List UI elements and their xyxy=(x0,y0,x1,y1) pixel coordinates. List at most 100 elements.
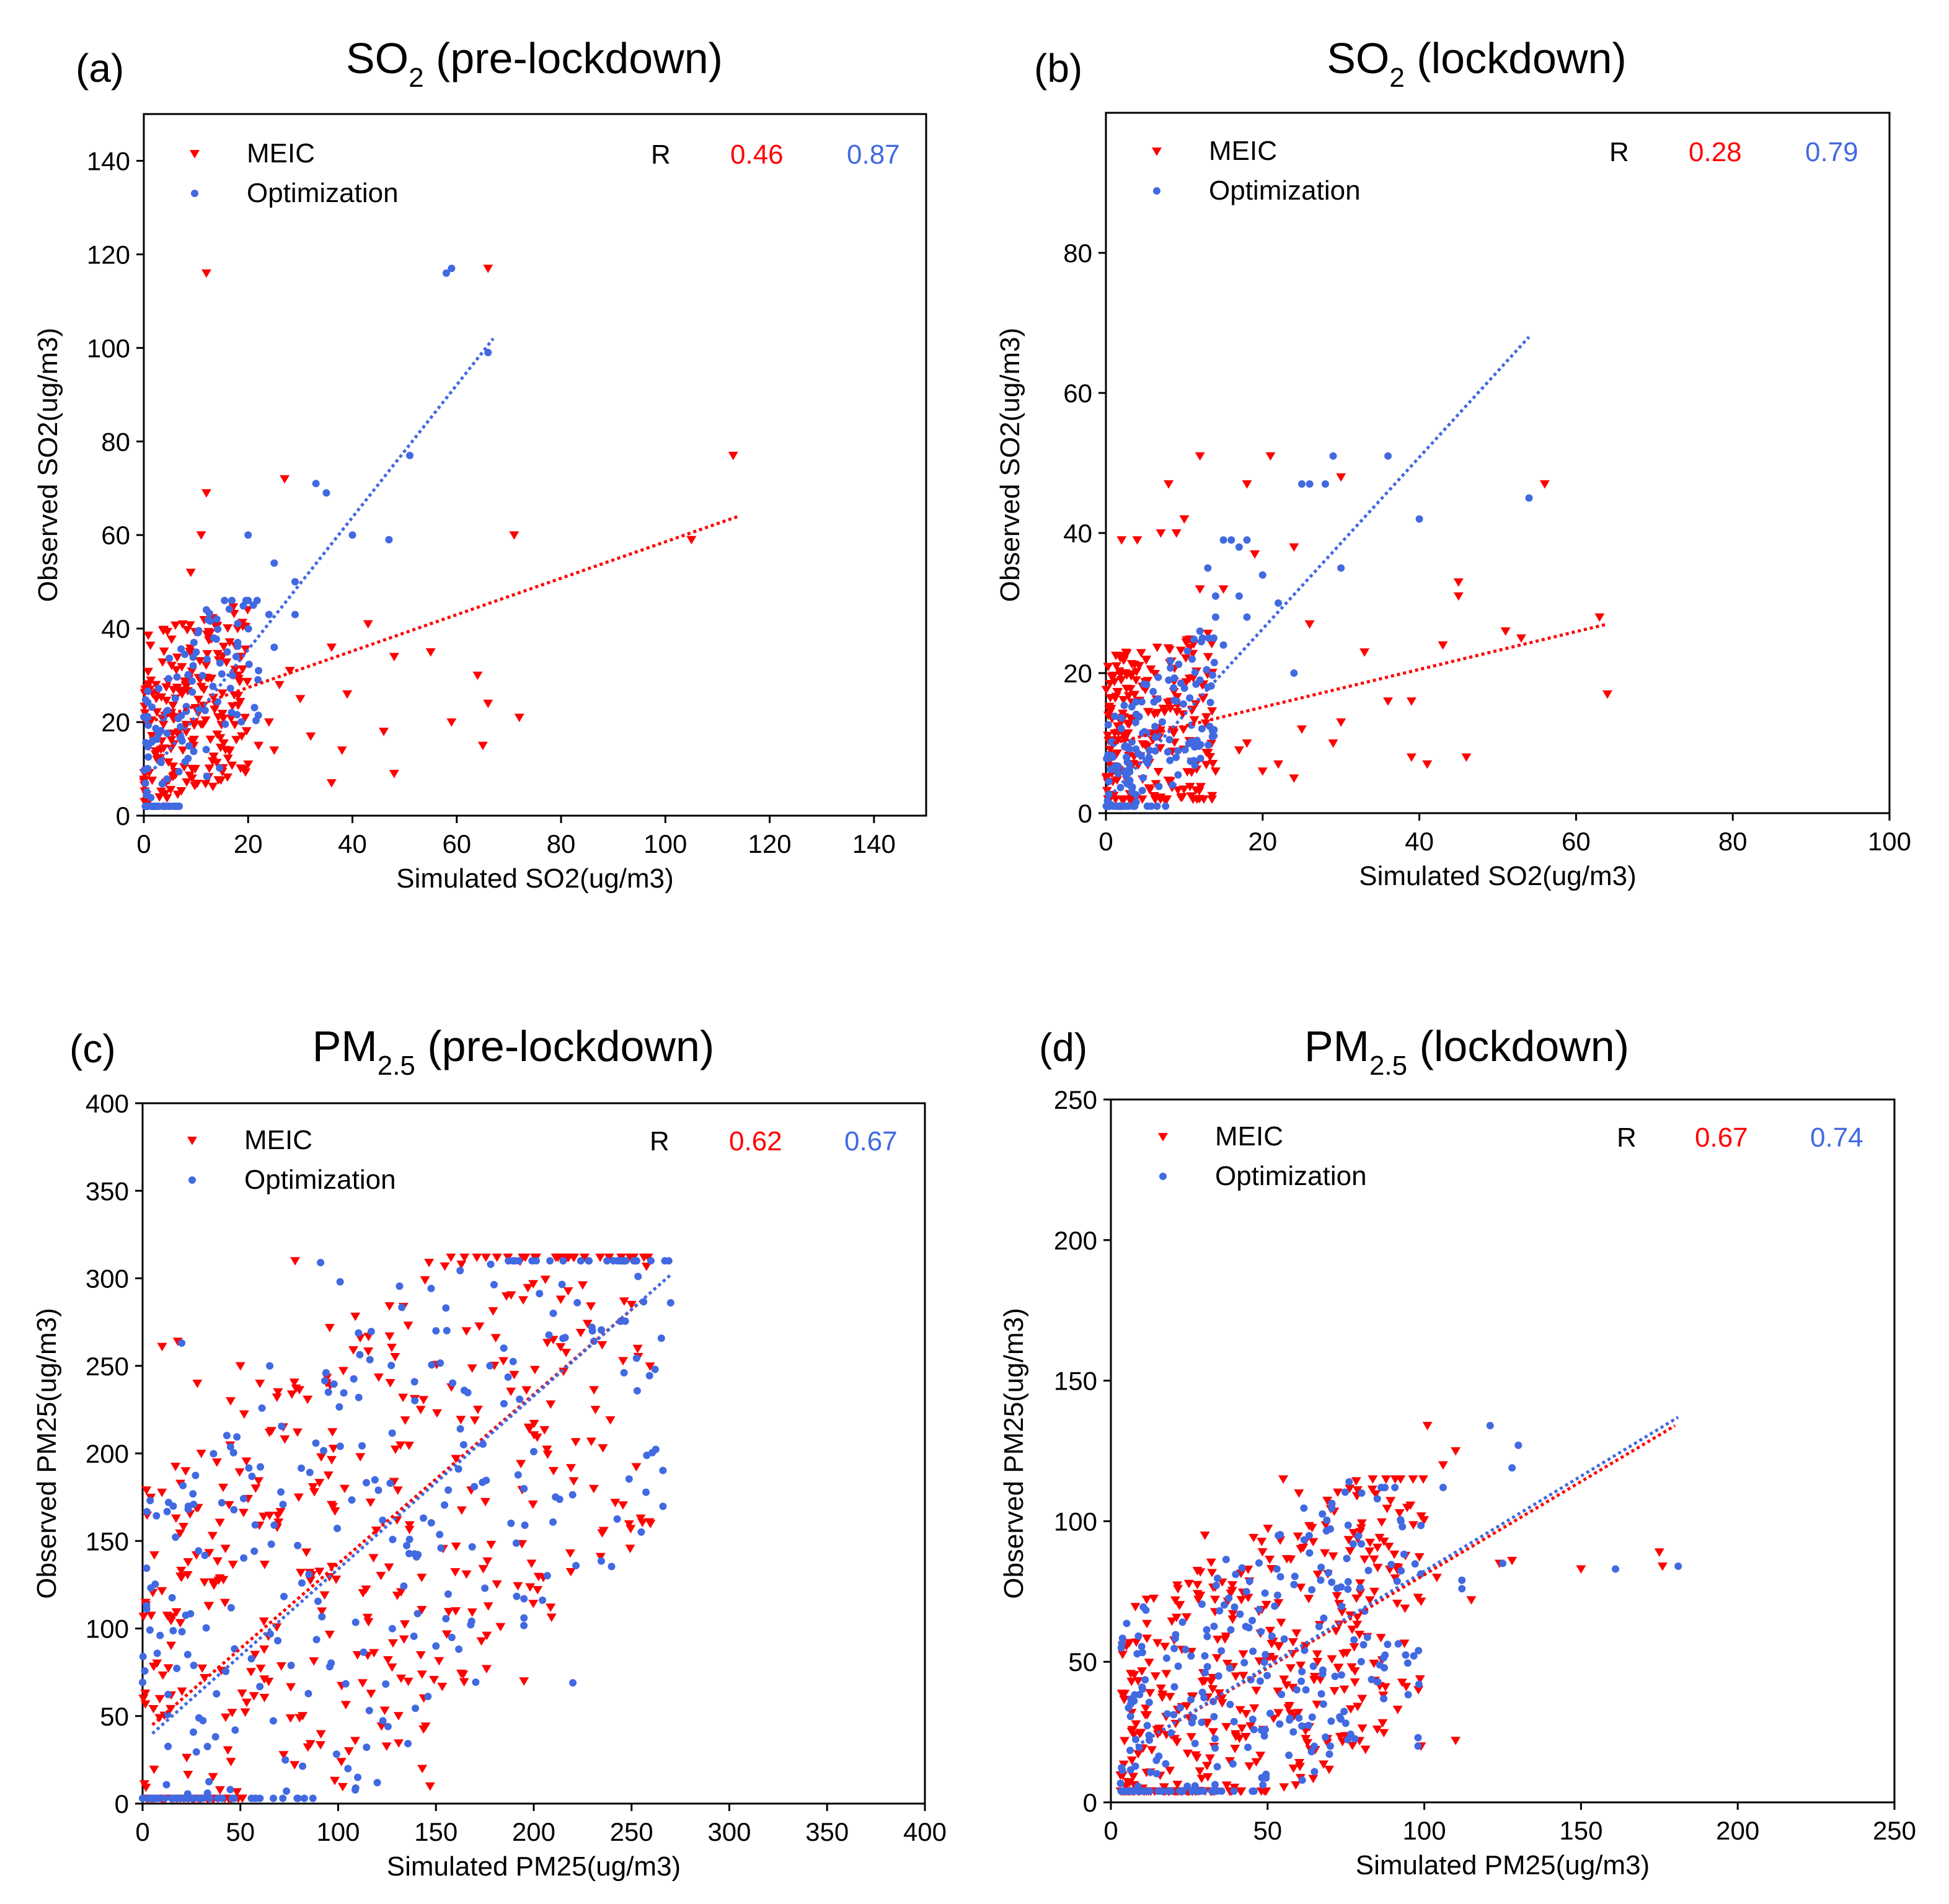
panel-a-meic-point xyxy=(180,681,191,690)
panel-d-meic-point xyxy=(1265,1555,1275,1564)
panel-a-meic-point xyxy=(241,645,251,654)
panel-c-meic-point xyxy=(624,1520,634,1529)
panel-d-meic-point xyxy=(1217,1699,1227,1708)
panel-d-optimization-point xyxy=(1336,1713,1344,1721)
panel-d-optimization-point xyxy=(1230,1717,1238,1726)
panel-c-optimization-point xyxy=(139,1794,147,1802)
panel-d-ytick-label: 50 xyxy=(1068,1647,1097,1677)
panel-a-meic-point xyxy=(201,269,211,278)
panel-a-meic-point xyxy=(686,536,697,545)
panel-b-meic-point xyxy=(1126,659,1137,669)
panel-d-optimization-point xyxy=(1322,1527,1330,1535)
panel-b-ylabel: Observed SO2(ug/m3) xyxy=(995,328,1025,602)
panel-d-meic-point xyxy=(1202,1761,1213,1771)
panel-c-meic-point xyxy=(149,1765,159,1774)
panel-a-meic-point xyxy=(227,702,237,711)
panel-d-optimization-point xyxy=(1458,1576,1466,1584)
panel-d-meic-point xyxy=(1304,1595,1314,1603)
panel-c-meic-point xyxy=(519,1677,529,1686)
panel-c-meic-point xyxy=(404,1521,415,1530)
panel-d-meic-point xyxy=(1368,1475,1378,1484)
panel-c-optimization-point xyxy=(146,1626,154,1634)
panel-a-optimization-point xyxy=(484,348,492,356)
panel-b-meic-point xyxy=(1191,786,1201,795)
panel-b-optimization-point xyxy=(1154,731,1162,739)
panel-c-optimization-point xyxy=(203,1742,211,1750)
panel-c-meic-point xyxy=(456,1260,467,1269)
panel-d-meic-point xyxy=(1221,1632,1231,1641)
panel-c-meic-point xyxy=(338,1367,348,1376)
panel-d-optimization-point xyxy=(1276,1720,1284,1728)
panel-a-optimization-point xyxy=(291,610,299,619)
panel-a-meic-point xyxy=(285,667,295,676)
panel-d-optimization-point xyxy=(1211,1781,1219,1789)
panel-a-optimization-point xyxy=(225,605,233,613)
panel-d-optimization-point xyxy=(1213,1574,1221,1582)
panel-b-meic-point xyxy=(1200,719,1211,728)
panel-d-meic-point xyxy=(1392,1600,1402,1608)
panel-c-optimization-point xyxy=(314,1597,322,1605)
panel-a-meic-point xyxy=(152,708,162,717)
panel-b-meic-point xyxy=(1336,473,1346,482)
panel-d-meic-point xyxy=(1273,1687,1283,1696)
panel-c-meic-point xyxy=(182,1753,192,1763)
panel-b-legend-meic: MEIC xyxy=(1209,136,1277,166)
panel-c-meic-point xyxy=(386,1343,397,1352)
panel-d-meic-point xyxy=(1376,1518,1387,1527)
panel-c-optimization-point xyxy=(153,1649,161,1657)
panel-d-meic-point xyxy=(1157,1693,1167,1703)
panel-d-optimization-point xyxy=(1341,1719,1350,1727)
panel-d-meic-point xyxy=(1372,1726,1382,1734)
panel-d-optimization-point xyxy=(1211,1735,1219,1743)
panel-c-meic-point xyxy=(595,1553,606,1562)
panel-c-meic-point xyxy=(639,1253,649,1263)
panel-a-meic-point xyxy=(168,702,179,710)
panel-d-optimization-point xyxy=(1363,1633,1371,1641)
panel-c-meic-point xyxy=(565,1567,576,1577)
panel-b-optimization-point xyxy=(1131,718,1139,726)
panel-c-optimization-point xyxy=(320,1447,328,1455)
panel-c-optimization-point xyxy=(411,1396,419,1404)
panel-d-meic-point xyxy=(1399,1639,1410,1649)
panel-d-title-suffix: (lockdown) xyxy=(1407,1022,1629,1070)
panel-c-meic-point xyxy=(528,1600,539,1608)
panel-c-optimization-point xyxy=(367,1328,375,1336)
panel-d-stats: R 0.67 0.74 xyxy=(1617,1122,1863,1153)
panel-c-optimization-point xyxy=(266,1362,274,1370)
panel-d-optimization-point xyxy=(1263,1672,1271,1680)
panel-c-meic-point xyxy=(140,1689,151,1698)
panel-c-meic-point xyxy=(597,1341,608,1350)
panel-a-meic-point xyxy=(146,676,156,685)
panel-c-optimization-point xyxy=(152,1512,161,1520)
panel-a-meic-point xyxy=(213,650,223,659)
panel-d-meic-point xyxy=(1150,1672,1160,1681)
panel-a-meic-point xyxy=(211,759,222,767)
panel-c-meic-point xyxy=(546,1603,556,1612)
panel-c-ytick-label: 150 xyxy=(86,1527,129,1556)
panel-c-meic-point xyxy=(546,1613,557,1623)
panel-c-optimization-point xyxy=(642,1488,650,1496)
panel-c-optimization-point xyxy=(620,1368,628,1377)
panel-d-legend-optimization: Optimization xyxy=(1215,1161,1367,1191)
panel-d-optimization-point xyxy=(1384,1641,1392,1649)
panel-c-optimization-point xyxy=(287,1662,295,1670)
panel-c-meic-point xyxy=(211,1458,222,1467)
panel-a-optimization-point xyxy=(144,699,152,707)
panel-c-meic-point xyxy=(286,1683,296,1692)
panel-d-optimization-point xyxy=(1260,1732,1268,1740)
panel-c-meic-point xyxy=(529,1365,540,1375)
panel-a-meic-point xyxy=(143,668,153,677)
panel-c-legend: MEIC Optimization xyxy=(187,1125,396,1195)
panel-a-meic-point xyxy=(222,773,232,782)
panel-a-optimization-point xyxy=(140,766,148,774)
panel-d-meic-point xyxy=(1161,1670,1172,1679)
panel-d-meic-point xyxy=(1291,1629,1302,1638)
panel-d-optimization-point xyxy=(1245,1577,1253,1585)
panel-c-meic-point xyxy=(520,1253,531,1263)
panel-a-meic-point xyxy=(193,695,204,705)
panel-c-meic-point xyxy=(518,1296,529,1305)
panel-d-optimization-point xyxy=(1203,1633,1211,1641)
panel-c-meic-point xyxy=(529,1419,539,1429)
panel-c-meic-point xyxy=(326,1501,337,1510)
panel-d-optimization-point xyxy=(1674,1562,1682,1570)
